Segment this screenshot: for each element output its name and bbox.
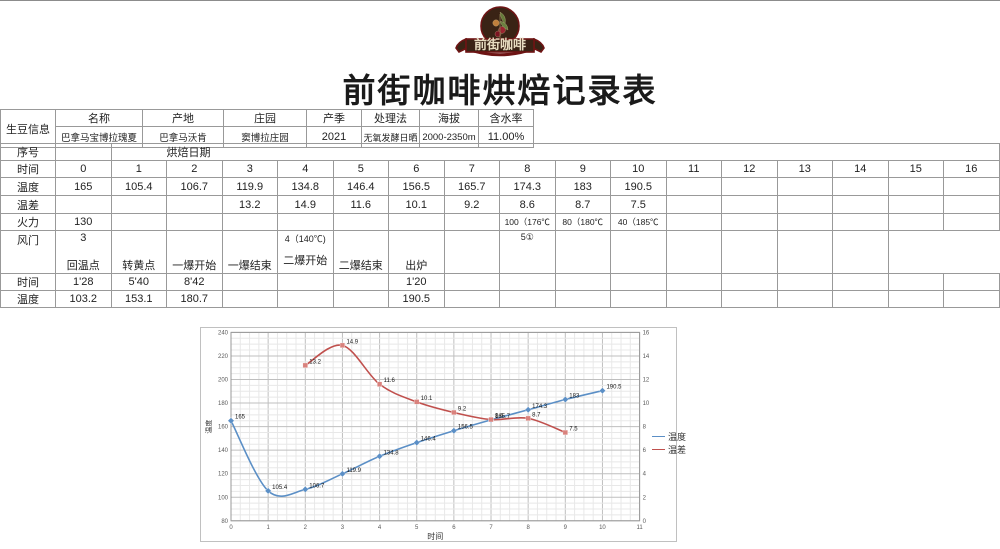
svg-text:190.5: 190.5 [606, 385, 622, 391]
svg-text:2: 2 [304, 525, 308, 531]
svg-text:0: 0 [643, 519, 647, 525]
svg-text:时间: 时间 [427, 531, 443, 541]
svg-text:100: 100 [218, 495, 229, 501]
svg-text:240: 240 [218, 330, 229, 336]
svg-text:5: 5 [415, 525, 419, 531]
svg-text:9.2: 9.2 [458, 406, 467, 412]
svg-text:8: 8 [526, 525, 530, 531]
svg-text:80: 80 [221, 519, 228, 525]
svg-text:6: 6 [452, 525, 456, 531]
svg-text:156.5: 156.5 [458, 425, 474, 431]
svg-text:146.4: 146.4 [421, 437, 437, 443]
svg-text:119.9: 119.9 [346, 468, 361, 474]
svg-text:7: 7 [489, 525, 493, 531]
svg-text:0: 0 [229, 525, 233, 531]
svg-text:134.8: 134.8 [384, 450, 400, 456]
svg-text:7.5: 7.5 [569, 426, 578, 432]
svg-text:9: 9 [564, 525, 568, 531]
svg-text:13.2: 13.2 [309, 359, 321, 365]
svg-text:12: 12 [643, 378, 650, 384]
svg-text:温度: 温度 [204, 420, 213, 434]
svg-text:14.9: 14.9 [346, 339, 358, 345]
svg-text:14: 14 [643, 354, 650, 360]
svg-text:前街咖啡: 前街咖啡 [474, 37, 526, 52]
svg-text:120: 120 [218, 472, 229, 478]
svg-text:10: 10 [599, 525, 606, 531]
svg-text:2: 2 [643, 495, 647, 501]
svg-text:6: 6 [643, 448, 647, 454]
svg-text:8.7: 8.7 [532, 412, 541, 418]
svg-text:11: 11 [636, 525, 643, 531]
svg-text:16: 16 [643, 330, 650, 336]
svg-text:10: 10 [643, 401, 650, 407]
svg-text:8.6: 8.6 [495, 414, 504, 420]
svg-text:8: 8 [643, 425, 647, 431]
svg-text:165: 165 [235, 415, 246, 421]
svg-text:3: 3 [341, 525, 345, 531]
svg-text:183: 183 [569, 394, 580, 400]
svg-text:1: 1 [266, 525, 270, 531]
svg-text:180: 180 [218, 401, 229, 407]
svg-text:174.3: 174.3 [532, 404, 548, 410]
svg-text:200: 200 [218, 378, 229, 384]
svg-text:106.7: 106.7 [309, 483, 325, 489]
svg-text:10.1: 10.1 [421, 396, 433, 402]
svg-text:140: 140 [218, 448, 229, 454]
svg-text:105.4: 105.4 [272, 485, 288, 491]
svg-text:160: 160 [218, 425, 229, 431]
svg-text:4: 4 [643, 472, 647, 478]
svg-text:4: 4 [378, 525, 382, 531]
svg-text:220: 220 [218, 354, 229, 360]
svg-text:11.6: 11.6 [384, 378, 396, 384]
